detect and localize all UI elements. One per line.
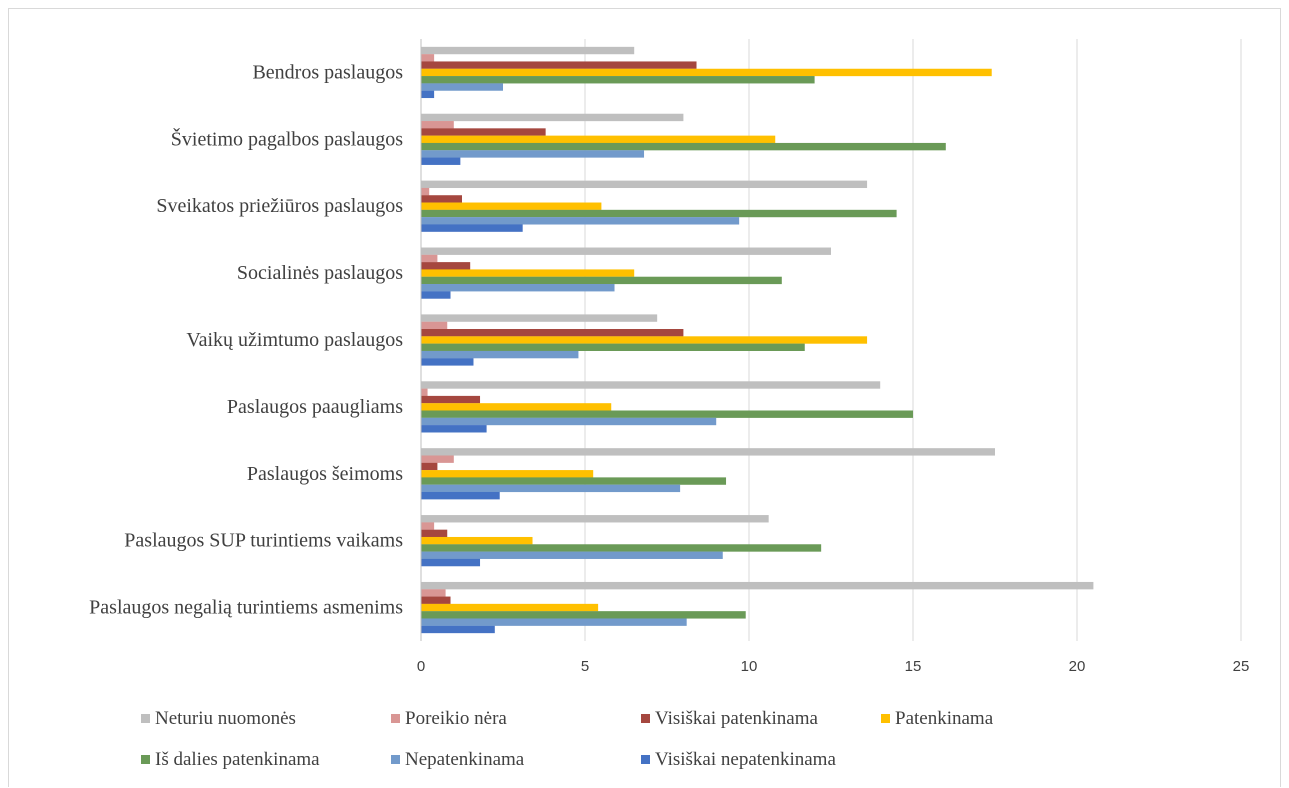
x-tick-label: 5 (581, 658, 589, 675)
bar (421, 336, 868, 344)
category-label: Paslaugos SUP turintiems vaikams (124, 530, 403, 552)
legend-swatch (141, 714, 150, 723)
legend-swatch (881, 714, 890, 723)
category-label: Vaikų užimtumo paslaugos (186, 329, 403, 351)
bars (421, 46, 1094, 634)
bar (421, 477, 727, 485)
legend-swatch (391, 755, 400, 764)
legend-label: Poreikio nėra (405, 708, 507, 729)
bar (421, 90, 435, 99)
bar (421, 276, 782, 285)
bar (421, 76, 815, 84)
bar (421, 202, 602, 210)
bar (421, 195, 462, 203)
bar (421, 551, 723, 559)
category-label: Paslaugos negalią turintiems asmenims (89, 597, 403, 619)
bar (421, 142, 946, 151)
bar (421, 410, 913, 418)
bar (421, 558, 481, 567)
legend-label: Iš dalies patenkinama (155, 749, 320, 770)
bar (421, 314, 658, 322)
x-tick-label: 15 (905, 658, 922, 675)
bar (421, 596, 451, 604)
bar (421, 515, 769, 523)
bar (421, 68, 992, 77)
bar (421, 61, 697, 69)
bar (421, 321, 448, 330)
bar (421, 603, 599, 612)
legend-swatch (391, 714, 400, 723)
chart-frame: Bendros paslaugos Švietimo pagalbos pasla… (8, 8, 1281, 787)
legend-swatch (641, 755, 650, 764)
category-labels: Bendros paslaugos Švietimo pagalbos pasla… (89, 61, 403, 618)
bar (421, 462, 438, 471)
bar (421, 589, 446, 597)
x-tick-label: 20 (1069, 658, 1086, 675)
legend-label: Nepatenkinama (405, 749, 525, 770)
bar (421, 83, 503, 91)
bar (421, 522, 435, 530)
bar (421, 180, 868, 189)
bar (421, 343, 805, 351)
bar (421, 113, 684, 122)
x-tick-label: 0 (417, 658, 425, 675)
x-tick-label: 25 (1233, 658, 1250, 675)
bar (421, 581, 1094, 590)
bar (421, 269, 635, 277)
bar (421, 217, 740, 225)
legend-label: Patenkinama (895, 708, 994, 729)
bar (421, 403, 612, 411)
bar (421, 470, 594, 478)
bar (421, 484, 681, 493)
bar (421, 395, 481, 404)
bar (421, 46, 635, 55)
bar (421, 262, 471, 270)
bar (421, 611, 746, 619)
legend-swatch (141, 755, 150, 764)
bar (421, 529, 448, 538)
bar (421, 491, 500, 500)
bar (421, 536, 533, 545)
legend-swatch (641, 714, 650, 723)
bar (421, 425, 487, 433)
category-label: Paslaugos paaugliams (227, 396, 403, 418)
bar (421, 157, 461, 165)
bar (421, 224, 523, 232)
bar (421, 544, 822, 552)
legend-label: Visiškai nepatenkinama (655, 749, 836, 770)
category-label: Sveikatos priežiūros paslaugos (156, 195, 403, 217)
legend: Neturiu nuomonės Poreikio nėra Visiškai pa… (141, 708, 994, 770)
bar (421, 388, 428, 396)
bar (421, 247, 831, 255)
bar (421, 350, 579, 359)
bar (421, 209, 897, 218)
bar (421, 254, 438, 263)
bar (421, 284, 615, 292)
bar (421, 448, 995, 456)
bar (421, 150, 645, 158)
bar (421, 618, 687, 626)
bar (421, 381, 881, 389)
x-tick-label: 10 (741, 658, 758, 675)
bar (421, 135, 776, 144)
bar (421, 128, 546, 136)
legend-label: Visiškai patenkinama (655, 708, 819, 729)
bar (421, 358, 474, 366)
bar (421, 625, 495, 634)
value-axis-tick-labels: 0 5 10 15 20 25 (417, 658, 1250, 675)
category-label: Socialinės paslaugos (237, 262, 403, 284)
category-label: Švietimo pagalbos paslaugos (171, 126, 403, 150)
category-label: Paslaugos šeimoms (247, 463, 403, 485)
bar (421, 455, 454, 463)
legend-label: Neturiu nuomonės (155, 708, 296, 729)
bar (421, 187, 430, 196)
bar (421, 121, 454, 129)
bar (421, 54, 435, 62)
bar (421, 291, 451, 299)
category-label: Bendros paslaugos (252, 61, 403, 83)
bar (421, 417, 717, 426)
bar (421, 329, 684, 337)
bar-chart: Bendros paslaugos Švietimo pagalbos pasla… (89, 39, 1250, 770)
